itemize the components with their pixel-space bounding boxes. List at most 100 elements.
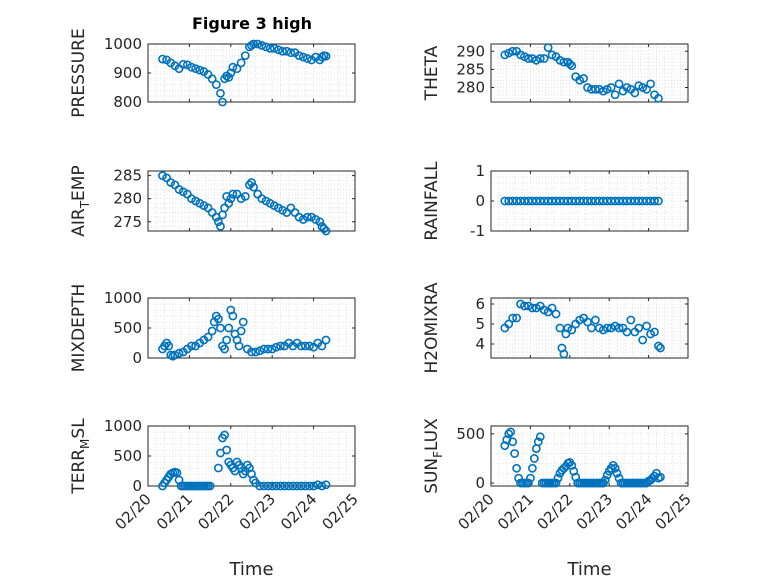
data-point [267, 344, 277, 354]
data-point [543, 43, 553, 53]
data-point [224, 198, 234, 208]
data-point [317, 481, 327, 491]
data-point [228, 62, 238, 72]
data-point [535, 432, 545, 442]
data-point [267, 481, 277, 491]
data-point [296, 341, 306, 351]
data-point [551, 309, 561, 319]
y-axis-label: RAINFALL [422, 161, 442, 241]
axes-box [147, 170, 356, 232]
data-point [300, 481, 310, 491]
pressure-panel: 800 900 1000 PRESSURE [69, 28, 356, 118]
data-point [213, 314, 223, 324]
y-tick-label: 500 [113, 319, 142, 337]
data-point [551, 478, 561, 488]
data-point [533, 437, 543, 447]
x-tick-label: 02/23 [573, 490, 616, 533]
x-tick-label: 02/25 [319, 490, 362, 533]
data-point [319, 224, 329, 234]
data-point [224, 323, 234, 333]
figure-title: Figure 3 high [192, 14, 312, 33]
data-point [187, 62, 196, 72]
data-point [274, 45, 283, 55]
data-point [224, 72, 234, 82]
data-point [263, 344, 273, 354]
y-axis-label: H2OMIXRA [422, 282, 442, 373]
sunflux-panel: 0 500 SUNFLUX 02/2002/2102/2202/2302/2402/2… [422, 418, 695, 580]
y-axis-label: SUNFLUX [422, 418, 445, 494]
data-point [278, 46, 287, 56]
data-point [508, 313, 518, 323]
data-point [191, 64, 201, 74]
y-tick-label: 280 [113, 190, 142, 208]
y-axis-label-main: RAINFALL [422, 161, 442, 241]
data-point [527, 463, 537, 473]
data-point [247, 347, 256, 357]
data-point [567, 61, 577, 71]
data-point [309, 481, 318, 491]
x-tick-label: 02/23 [236, 490, 279, 533]
data-point [650, 327, 659, 337]
data-point [508, 46, 518, 56]
y-tick-label: 1000 [104, 35, 142, 53]
x-tick-label: 02/24 [277, 490, 320, 533]
data-point [195, 65, 205, 75]
data-point [253, 39, 263, 49]
data-point [220, 203, 229, 213]
y-tick-label: 285 [456, 60, 485, 78]
data-point [656, 472, 665, 482]
x-tick-label: 02/22 [533, 490, 576, 533]
data-point [305, 341, 314, 351]
data-point [207, 326, 217, 336]
data-point [170, 350, 180, 360]
y-axis-label-tail: EMP [69, 165, 89, 201]
data-point [553, 473, 563, 483]
data-point [238, 317, 248, 327]
data-point [234, 341, 244, 351]
data-point [203, 332, 213, 342]
data-point [504, 429, 514, 439]
data-point [220, 344, 229, 354]
y-tick-label: 900 [113, 64, 142, 82]
y-axis-label-main: TERR [69, 449, 89, 495]
data-point [187, 341, 196, 351]
data-point [539, 54, 549, 63]
data-point [614, 323, 624, 333]
data-point [228, 311, 238, 321]
y-tick-label: 5 [475, 315, 485, 333]
data-point [300, 341, 310, 351]
data-point [220, 430, 229, 440]
data-point [654, 196, 663, 206]
data-point [302, 54, 312, 63]
data-point [164, 341, 174, 351]
data-point [305, 481, 314, 491]
y-axis-label-subscript: T [78, 200, 92, 209]
data-point [606, 83, 616, 92]
data-point [298, 52, 308, 62]
data-point [276, 341, 285, 351]
y-axis-label: TERRMSL [69, 418, 92, 495]
data-point [630, 88, 640, 98]
y-axis-label-main: THETA [422, 45, 442, 101]
y-tick-label: 500 [113, 447, 142, 465]
data-point [216, 323, 225, 333]
data-point [255, 481, 265, 491]
data-point [650, 196, 659, 206]
data-point [302, 212, 312, 222]
y-tick-label: 6 [475, 295, 485, 313]
y-axis-label-main: MIXDEPTH [69, 284, 89, 373]
x-axis-label: Time [566, 559, 611, 580]
data-point [257, 41, 267, 50]
y-tick-label: 1 [475, 162, 485, 180]
y-axis-label-subscript: F [431, 451, 445, 458]
data-point [178, 59, 188, 69]
y-axis-label: PRESSURE [69, 28, 89, 117]
data-point [251, 347, 261, 357]
data-point [512, 313, 522, 323]
y-axis-label-main: PRESSURE [69, 28, 89, 117]
data-point [321, 335, 331, 345]
data-point [512, 463, 522, 473]
y-axis-label-subscript: M [78, 439, 92, 449]
data-point [638, 335, 648, 345]
